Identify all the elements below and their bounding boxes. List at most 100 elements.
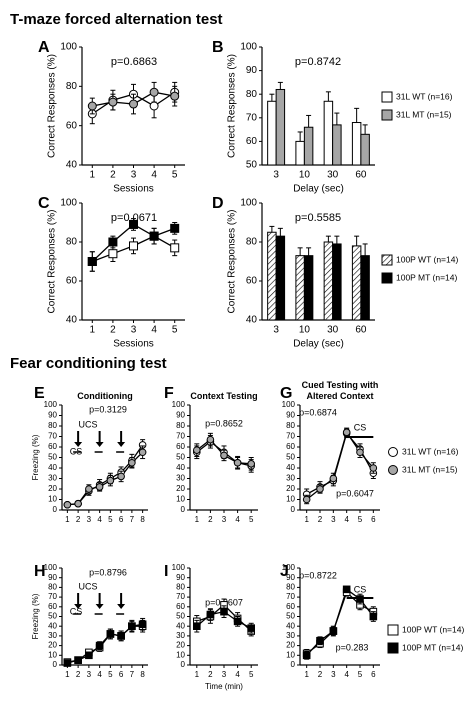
y-tick-label: 100 bbox=[172, 563, 186, 572]
y-tick-label: 70 bbox=[48, 432, 57, 441]
annotation: CS bbox=[354, 422, 367, 432]
point bbox=[138, 448, 147, 457]
legend-label: 100P WT (n=14) bbox=[396, 254, 458, 264]
point bbox=[369, 464, 378, 472]
x-tick-label: 2 bbox=[76, 515, 81, 524]
legend-label: 31L MT (n=15) bbox=[396, 109, 452, 119]
y-tick-label: 20 bbox=[48, 641, 57, 650]
point bbox=[117, 632, 125, 640]
x-tick-label: 1 bbox=[195, 670, 200, 679]
x-tick-label: 2 bbox=[318, 670, 323, 679]
panel-title: Cued Testing with Altered Context bbox=[301, 380, 379, 401]
legend-swatch bbox=[381, 272, 393, 284]
bar bbox=[351, 122, 362, 166]
arrow-head bbox=[95, 442, 104, 447]
bar bbox=[303, 255, 314, 321]
x-tick-label: 8 bbox=[140, 515, 145, 524]
x-tick-label: 2 bbox=[110, 170, 116, 181]
y-tick-label: 80 bbox=[48, 583, 57, 592]
y-axis-label: Freezing (%) bbox=[31, 593, 40, 639]
y-tick-label: 40 bbox=[246, 315, 258, 326]
x-tick-label: 1 bbox=[304, 670, 309, 679]
x-tick-label: 3 bbox=[87, 515, 92, 524]
point bbox=[220, 451, 228, 460]
bar bbox=[323, 241, 334, 321]
x-tick-label: 3 bbox=[131, 325, 137, 336]
panel-letter: A bbox=[38, 39, 50, 56]
arrow-head bbox=[74, 442, 83, 447]
legend-swatch bbox=[381, 254, 393, 266]
bar bbox=[351, 245, 362, 321]
point bbox=[95, 641, 104, 650]
legend-label: 100P MT (n=14) bbox=[402, 642, 464, 652]
x-tick-label: 1 bbox=[304, 515, 309, 524]
point bbox=[117, 472, 125, 481]
x-axis-label: Delay (sec) bbox=[293, 184, 344, 195]
point bbox=[233, 458, 242, 467]
legend-swatch bbox=[387, 642, 399, 654]
point bbox=[149, 231, 159, 241]
arrow-head bbox=[117, 442, 126, 447]
x-tick-label: 6 bbox=[119, 515, 124, 524]
annotation: UCS bbox=[78, 419, 97, 429]
y-tick-label: 60 bbox=[286, 602, 295, 611]
bar bbox=[360, 133, 370, 166]
y-tick-label: 10 bbox=[286, 495, 295, 504]
x-tick-label: 3 bbox=[331, 670, 336, 679]
y-tick-label: 40 bbox=[66, 160, 78, 171]
x-tick-label: 10 bbox=[299, 325, 311, 336]
point bbox=[170, 91, 180, 101]
x-tick-label: 3 bbox=[222, 515, 227, 524]
panel-letter: C bbox=[38, 195, 50, 212]
bar bbox=[267, 100, 277, 166]
x-tick-label: 5 bbox=[249, 670, 254, 679]
point bbox=[206, 610, 215, 619]
bar bbox=[360, 255, 370, 321]
y-tick-label: 20 bbox=[176, 641, 185, 650]
point bbox=[316, 485, 324, 493]
y-tick-label: 50 bbox=[286, 612, 295, 621]
x-tick-label: 2 bbox=[208, 515, 213, 524]
y-tick-label: 70 bbox=[246, 112, 258, 123]
panel-title-box: Conditioning bbox=[77, 391, 132, 401]
y-tick-label: 60 bbox=[246, 276, 258, 287]
panel-letter: E bbox=[34, 385, 45, 402]
point bbox=[85, 485, 93, 493]
y-tick-label: 100 bbox=[44, 400, 58, 409]
annotation: p=0.5585 bbox=[295, 212, 341, 224]
x-tick-label: 5 bbox=[358, 670, 363, 679]
annotation: p=0.6047 bbox=[336, 488, 374, 498]
y-tick-label: 80 bbox=[246, 89, 258, 100]
point bbox=[106, 476, 115, 485]
point bbox=[74, 499, 82, 508]
y-tick-label: 80 bbox=[286, 583, 295, 592]
arrow-head bbox=[74, 604, 83, 609]
y-tick-label: 50 bbox=[176, 453, 185, 462]
bar bbox=[332, 124, 342, 166]
point bbox=[95, 483, 104, 491]
x-tick-label: 5 bbox=[358, 515, 363, 524]
annotation: UCS bbox=[78, 581, 97, 591]
point bbox=[329, 627, 338, 635]
point bbox=[149, 87, 159, 97]
point bbox=[149, 101, 159, 111]
y-axis-label: Correct Responses (%) bbox=[227, 54, 238, 158]
x-tick-label: 3 bbox=[331, 515, 336, 524]
point bbox=[193, 446, 201, 454]
y-tick-label: 40 bbox=[176, 463, 185, 472]
y-tick-label: 30 bbox=[176, 474, 185, 483]
y-tick-label: 80 bbox=[246, 237, 258, 248]
legend-swatch bbox=[387, 624, 399, 636]
x-tick-label: 6 bbox=[371, 670, 376, 679]
bar bbox=[275, 235, 286, 321]
point bbox=[138, 620, 147, 629]
y-tick-label: 0 bbox=[181, 660, 186, 669]
y-tick-label: 60 bbox=[286, 442, 295, 451]
panel-letter: J bbox=[280, 563, 289, 580]
legend-label: 100P MT (n=14) bbox=[396, 272, 458, 282]
x-tick-label: 1 bbox=[65, 515, 70, 524]
y-tick-label: 10 bbox=[176, 650, 185, 659]
x-tick-label: 8 bbox=[140, 670, 145, 679]
panel-letter: B bbox=[212, 39, 224, 56]
